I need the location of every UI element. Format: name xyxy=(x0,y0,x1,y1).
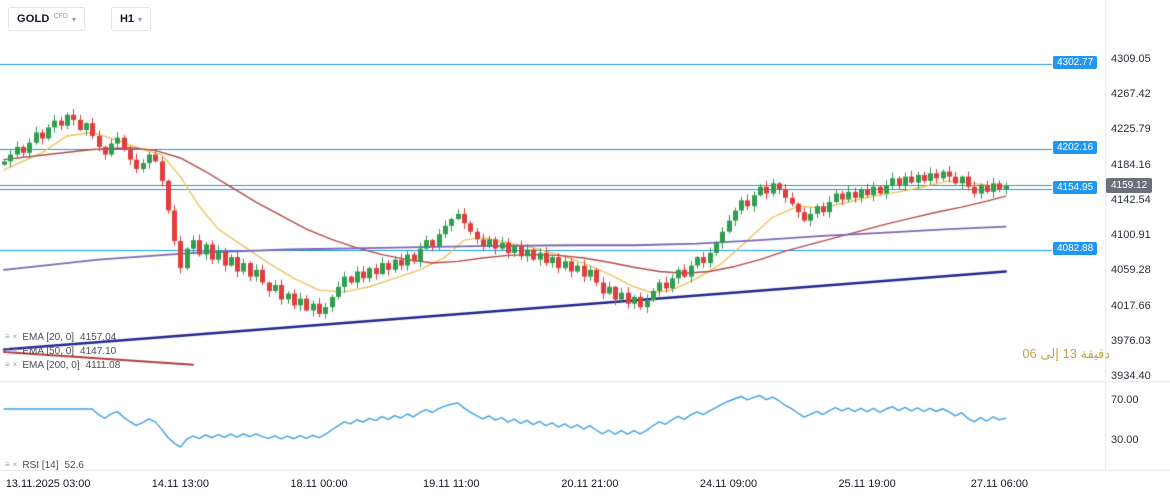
chevron-down-icon: ▾ xyxy=(71,14,76,24)
time-axis-tick: 18.11 00:00 xyxy=(290,478,348,490)
timeframe-label: H1 xyxy=(119,13,135,25)
price-level-label: 4082.88 xyxy=(1053,242,1098,256)
indicator-settings-icon[interactable]: ≡ xyxy=(5,360,10,369)
price-axis-tick: 4017.66 xyxy=(1111,299,1151,312)
time-axis-tick: 13.11.2025 03:00 xyxy=(5,478,91,490)
price-axis-tick: 3976.03 xyxy=(1111,334,1151,347)
chevron-down-icon: ▾ xyxy=(138,14,143,24)
time-axis-tick: 14.11 13:00 xyxy=(151,478,210,490)
ema200-legend-row: ≡ × EMA [200, 0] 4111.08 xyxy=(5,358,120,372)
price-axis-tick: 3934.40 xyxy=(1111,370,1151,383)
rsi-axis-tick: 70.00 xyxy=(1111,394,1139,406)
price-level-label: 4302.77 xyxy=(1053,56,1098,70)
time-axis-tick: 20.11 21:00 xyxy=(561,478,619,490)
indicator-settings-icon[interactable]: ≡ xyxy=(5,346,10,355)
price-axis-tick: 4142.54 xyxy=(1111,193,1151,206)
rsi-value: 52.6 xyxy=(64,459,84,471)
ema50-label: EMA [50, 0] xyxy=(22,345,75,357)
chart-toolbar: GOLD CFD ▾ H1 ▾ xyxy=(8,7,152,31)
indicator-close-icon[interactable]: × xyxy=(12,346,18,355)
time-axis[interactable]: 13.11.2025 03:00 14.11 13:00 18.11 00:00 19… xyxy=(0,471,1170,499)
price-axis-tick: 4309.05 xyxy=(1111,52,1151,65)
rsi-axis-tick: 30.00 xyxy=(1111,434,1139,446)
indicator-close-icon[interactable]: × xyxy=(12,332,18,341)
rsi-legend: ≡ × RSI [14] 52.6 xyxy=(5,458,84,472)
ema20-value: 4157.04 xyxy=(80,331,117,343)
time-axis-tick: 25.11 19:00 xyxy=(838,478,896,490)
ema20-label: EMA [20, 0] xyxy=(22,331,75,343)
ema50-legend-row: ≡ × EMA [50, 0] 4147.10 xyxy=(5,344,120,358)
symbol-type-badge: CFD xyxy=(53,12,68,20)
price-axis-tick: 4267.42 xyxy=(1111,88,1151,101)
ema200-label: EMA [200, 0] xyxy=(22,359,80,371)
annotation-text: دقيقة 13 إلى 06 xyxy=(1022,346,1110,361)
indicator-close-icon[interactable]: × xyxy=(12,360,18,369)
price-axis-tick: 4100.91 xyxy=(1111,229,1151,242)
indicator-settings-icon[interactable]: ≡ xyxy=(5,332,10,341)
indicator-legend: ≡ × EMA [20, 0] 4157.04 ≡ × EMA [50, 0] … xyxy=(5,330,120,372)
ema200-value: 4111.08 xyxy=(85,359,121,371)
rsi-label: RSI [14] xyxy=(22,459,59,471)
ema50-value: 4147.10 xyxy=(80,345,117,357)
symbol-name: GOLD xyxy=(17,13,50,25)
time-axis-tick: 24.11 09:00 xyxy=(699,478,758,490)
time-axis-tick: 27.11 06:00 xyxy=(970,478,1029,490)
rsi-legend-row: ≡ × RSI [14] 52.6 xyxy=(5,458,84,472)
timeframe-selector[interactable]: H1 ▾ xyxy=(110,7,152,31)
ema20-legend-row: ≡ × EMA [20, 0] 4157.04 xyxy=(5,330,120,344)
price-axis-tick: 4225.79 xyxy=(1111,123,1151,136)
indicator-close-icon[interactable]: × xyxy=(12,460,18,469)
indicator-settings-icon[interactable]: ≡ xyxy=(5,460,10,469)
price-axis-tick: 4184.16 xyxy=(1111,158,1151,171)
price-axis-tick: 4059.28 xyxy=(1111,264,1151,277)
price-level-label: 4154.95 xyxy=(1053,181,1098,195)
symbol-selector[interactable]: GOLD CFD ▾ xyxy=(8,7,85,31)
price-axis[interactable]: 4309.05 4267.42 4225.79 4184.16 4142.54 4100.… xyxy=(1105,0,1170,470)
current-price-badge: 4159.12 xyxy=(1106,177,1153,193)
time-axis-tick: 19.11 11:00 xyxy=(423,478,480,490)
price-level-label: 4202.16 xyxy=(1053,141,1098,155)
